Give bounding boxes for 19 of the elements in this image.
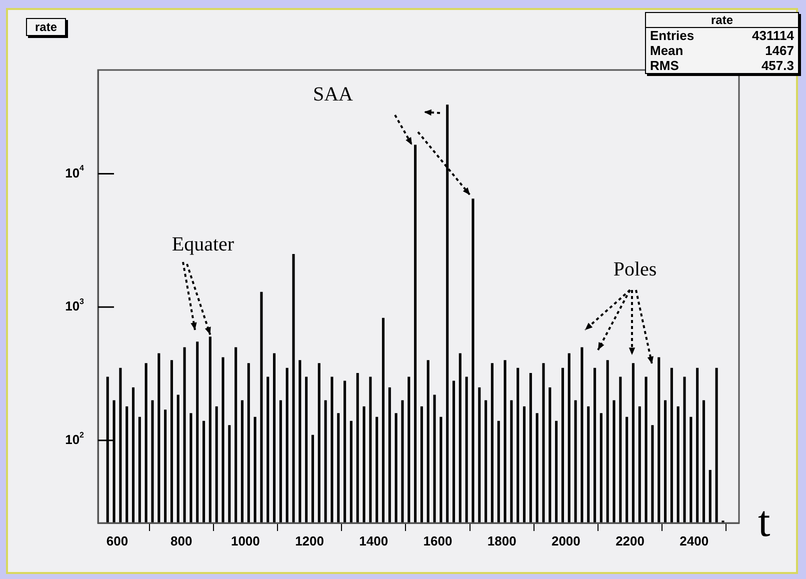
x-tick-label: 2000 xyxy=(551,533,580,548)
text: Mean 1467 xyxy=(650,43,794,58)
x-tick-label: 2400 xyxy=(680,533,709,548)
chart-title: rate xyxy=(646,13,798,28)
x-tick-label: 1400 xyxy=(359,533,388,548)
x-tick-label: 1200 xyxy=(295,533,324,548)
x-tick-label: 1000 xyxy=(230,533,260,548)
x-tick-label: 2200 xyxy=(616,533,644,548)
annotation: SAA xyxy=(312,84,354,106)
annotation: Equater xyxy=(172,234,234,256)
x-tick-label: 800 xyxy=(170,533,192,548)
x-axis-title: t xyxy=(758,497,770,546)
text: RMS 457.3 xyxy=(650,58,794,73)
text: Entries 431114 xyxy=(650,28,794,43)
chart-title: rate xyxy=(35,20,58,34)
x-tick-label: 1600 xyxy=(423,533,452,548)
annotation: Poles xyxy=(613,258,657,282)
x-tick-label: 600 xyxy=(106,533,128,548)
x-tick-label: 1800 xyxy=(487,533,516,548)
